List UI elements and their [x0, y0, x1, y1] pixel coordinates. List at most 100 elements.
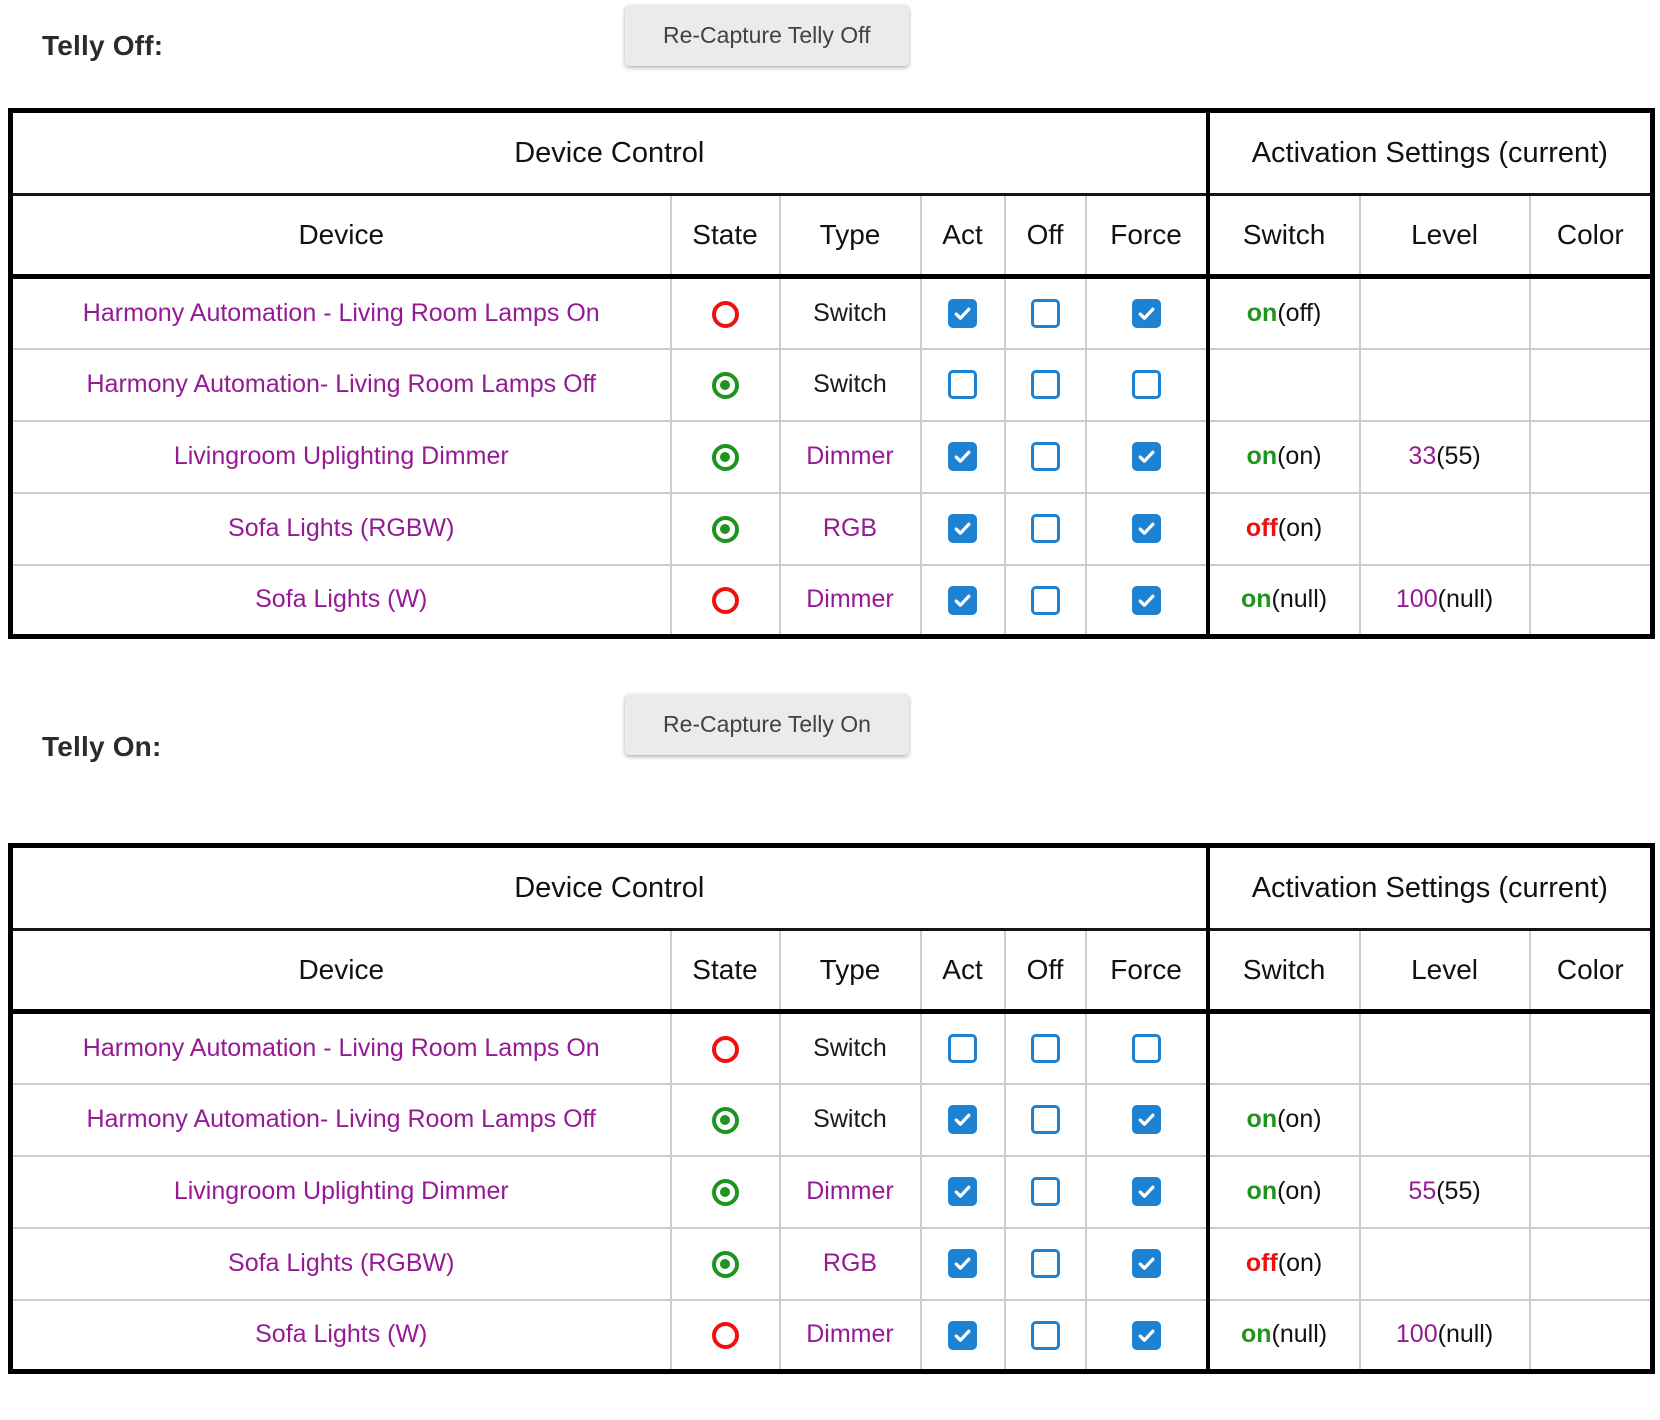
- act-cell: [919, 491, 1006, 566]
- level-current: (55): [1436, 1177, 1481, 1205]
- device-link[interactable]: Harmony Automation- Living Room Lamps Of…: [86, 1105, 597, 1133]
- switch-current: (on): [1277, 1105, 1322, 1133]
- off-checkbox[interactable]: [1030, 1105, 1060, 1135]
- force-cell: [1084, 419, 1210, 494]
- off-cell: [1003, 1298, 1087, 1373]
- switch-setting: on: [1246, 1105, 1278, 1133]
- device-link[interactable]: Harmony Automation - Living Room Lamps O…: [82, 298, 600, 327]
- act-checkbox[interactable]: [948, 1034, 977, 1064]
- recapture-telly-off-button[interactable]: Re-Capture Telly Off: [625, 5, 909, 66]
- off-checkbox[interactable]: [1030, 370, 1060, 400]
- device-cell: Sofa Lights (RGBW): [9, 491, 672, 566]
- force-checkbox[interactable]: [1131, 1034, 1161, 1064]
- act-checkbox[interactable]: [948, 1105, 977, 1135]
- level-current: (null): [1437, 1320, 1494, 1349]
- state-cell: [669, 1298, 781, 1373]
- force-column-header: Force: [1084, 928, 1210, 1014]
- level-setting: 55: [1408, 1177, 1437, 1205]
- force-cell: [1084, 1154, 1210, 1229]
- off-cell: [1003, 347, 1087, 422]
- off-checkbox[interactable]: [1030, 514, 1060, 544]
- off-checkbox[interactable]: [1030, 1320, 1060, 1350]
- act-column-header: Act: [919, 928, 1006, 1014]
- off-cell: [1003, 1082, 1087, 1157]
- color-cell: [1528, 1082, 1654, 1157]
- device-link[interactable]: Livingroom Uplighting Dimmer: [173, 442, 509, 470]
- off-checkbox[interactable]: [1030, 442, 1060, 472]
- color-column-header: Color: [1528, 193, 1654, 279]
- off-checkbox[interactable]: [1030, 1034, 1060, 1064]
- device-link[interactable]: Livingroom Uplighting Dimmer: [173, 1177, 509, 1205]
- state-on-dot: [720, 452, 730, 463]
- switch-cell: on(on): [1206, 419, 1361, 494]
- device-link[interactable]: Sofa Lights (RGBW): [228, 514, 455, 542]
- telly-on-header: Telly On: Re-Capture Telly On: [0, 639, 1660, 843]
- device-cell: Livingroom Uplighting Dimmer: [9, 1154, 672, 1229]
- recapture-telly-on-button[interactable]: Re-Capture Telly On: [625, 694, 909, 755]
- device-link[interactable]: Harmony Automation - Living Room Lamps O…: [82, 1033, 600, 1062]
- off-checkbox[interactable]: [1030, 1249, 1060, 1279]
- device-link[interactable]: Sofa Lights (W): [255, 1320, 428, 1349]
- off-checkbox[interactable]: [1030, 1177, 1060, 1207]
- act-checkbox[interactable]: [948, 299, 977, 329]
- state-cell: [669, 419, 781, 494]
- off-checkbox[interactable]: [1030, 585, 1060, 615]
- device-link[interactable]: Harmony Automation- Living Room Lamps Of…: [86, 370, 597, 398]
- column-header-row: Device State Type Act Off Force Switch L…: [9, 193, 1654, 279]
- state-off-icon: [711, 1322, 739, 1350]
- device-type: Switch: [813, 298, 887, 327]
- device-link[interactable]: Sofa Lights (W): [255, 585, 428, 614]
- type-column-header: Type: [778, 193, 922, 279]
- state-cell: [669, 347, 781, 422]
- act-checkbox[interactable]: [948, 1177, 977, 1207]
- telly-off-header: Telly Off: Re-Capture Telly Off: [0, 0, 1660, 108]
- type-cell: Switch: [778, 275, 922, 350]
- force-checkbox[interactable]: [1131, 1177, 1161, 1207]
- device-type[interactable]: Dimmer: [806, 1320, 894, 1349]
- act-checkbox[interactable]: [948, 1320, 977, 1350]
- force-checkbox[interactable]: [1131, 299, 1161, 329]
- level-cell: 33(55): [1358, 419, 1531, 494]
- off-cell: [1003, 275, 1087, 350]
- force-checkbox[interactable]: [1131, 514, 1161, 544]
- act-cell: [919, 1154, 1006, 1229]
- type-column-header: Type: [778, 928, 922, 1014]
- act-checkbox[interactable]: [948, 370, 977, 400]
- act-column-header: Act: [919, 193, 1006, 279]
- force-checkbox[interactable]: [1131, 1105, 1161, 1135]
- act-checkbox[interactable]: [948, 514, 977, 544]
- device-row: Livingroom Uplighting Dimmer Dimmer on(on)…: [9, 419, 1654, 494]
- force-cell: [1084, 347, 1210, 422]
- act-checkbox[interactable]: [948, 1249, 977, 1279]
- device-row: Harmony Automation- Living Room Lamps Of…: [9, 347, 1654, 422]
- act-cell: [919, 1082, 1006, 1157]
- color-cell: [1528, 491, 1654, 566]
- force-checkbox[interactable]: [1131, 585, 1161, 615]
- act-checkbox[interactable]: [948, 442, 977, 472]
- force-checkbox[interactable]: [1131, 1249, 1161, 1279]
- column-header-row: Device State Type Act Off Force Switch L…: [9, 928, 1654, 1014]
- level-cell: [1358, 347, 1531, 422]
- device-link[interactable]: Sofa Lights (RGBW): [228, 1249, 455, 1277]
- switch-current: (null): [1271, 1320, 1328, 1349]
- state-on-dot: [720, 1115, 730, 1126]
- force-checkbox[interactable]: [1131, 442, 1161, 472]
- switch-current: (null): [1271, 585, 1328, 614]
- act-checkbox[interactable]: [948, 585, 977, 615]
- device-type[interactable]: RGB: [822, 514, 878, 542]
- device-column-header: Device: [9, 193, 672, 279]
- device-row: Harmony Automation - Living Room Lamps O…: [9, 275, 1654, 350]
- force-checkbox[interactable]: [1131, 370, 1161, 400]
- device-type[interactable]: Dimmer: [806, 442, 894, 470]
- device-row: Sofa Lights (W) Dimmer on(null) 100(null): [9, 1298, 1654, 1373]
- color-column-header: Color: [1528, 928, 1654, 1014]
- off-checkbox[interactable]: [1030, 299, 1060, 329]
- device-type[interactable]: RGB: [822, 1249, 878, 1277]
- act-cell: [919, 275, 1006, 350]
- level-column-header: Level: [1358, 193, 1531, 279]
- force-cell: [1084, 491, 1210, 566]
- switch-cell: [1206, 1010, 1361, 1085]
- device-type[interactable]: Dimmer: [806, 585, 894, 614]
- force-checkbox[interactable]: [1131, 1320, 1161, 1350]
- device-type[interactable]: Dimmer: [806, 1177, 894, 1205]
